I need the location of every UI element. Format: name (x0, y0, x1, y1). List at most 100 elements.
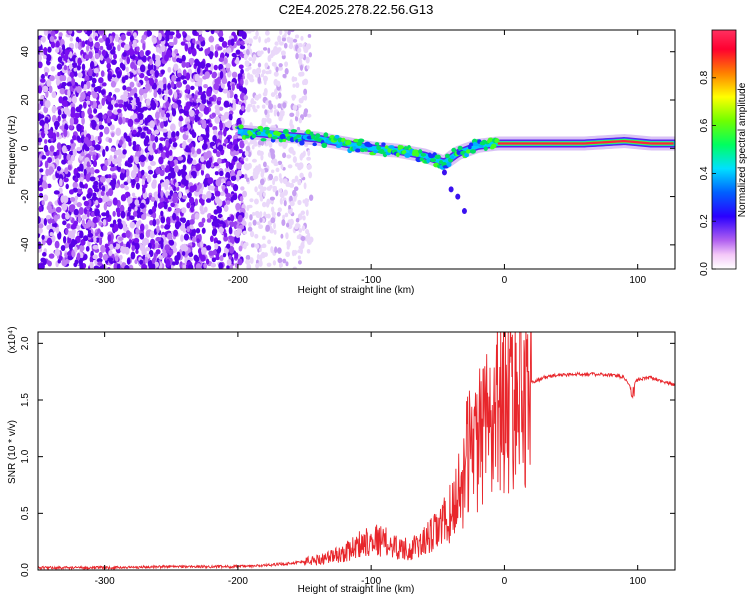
noise-blob (185, 189, 189, 194)
noise-blob (178, 191, 182, 199)
noise-blob (230, 169, 235, 178)
colorbar-tick-label: 0.0 (699, 262, 710, 276)
faint-blob (304, 94, 308, 101)
noise-blob (76, 225, 81, 230)
noise-blob (68, 63, 73, 70)
faint-blob (284, 212, 289, 218)
noise-blob (46, 225, 51, 231)
faint-blob (266, 186, 272, 191)
faint-blob (293, 195, 297, 202)
noise-blob (214, 116, 221, 124)
noise-blob (218, 36, 225, 43)
noise-blob (97, 197, 103, 204)
faint-blob (288, 205, 292, 210)
noise-blob (69, 124, 74, 130)
faint-blob (257, 93, 262, 99)
noise-blob (235, 202, 241, 211)
noise-blob (174, 259, 179, 266)
noise-blob (67, 89, 71, 98)
noise-blob (213, 82, 220, 91)
noise-blob (63, 129, 68, 138)
faint-blob (245, 62, 249, 68)
noise-blob (93, 180, 99, 186)
noise-blob (106, 177, 111, 184)
noise-blob (160, 44, 166, 53)
faint-blob (273, 229, 277, 235)
faint-blob (308, 194, 314, 201)
faint-blob (300, 235, 306, 242)
faint-blob (262, 91, 268, 97)
noise-blob (71, 78, 76, 86)
noise-blob (118, 139, 123, 146)
noise-blob (121, 63, 126, 71)
noise-blob (182, 54, 186, 62)
signal-blob (469, 149, 476, 154)
noise-blob (158, 156, 164, 165)
noise-blob (201, 227, 206, 234)
noise-blob (188, 252, 194, 258)
noise-blob (101, 97, 106, 107)
noise-blob (92, 77, 97, 84)
noise-blob (157, 192, 162, 199)
noise-blob (59, 178, 63, 187)
noise-blob (73, 208, 79, 216)
noise-blob (62, 235, 67, 244)
faint-blob (269, 228, 275, 234)
noise-blob (86, 161, 90, 168)
noise-blob (212, 125, 218, 131)
noise-blob (167, 195, 172, 200)
faint-blob (254, 210, 260, 217)
noise-blob (98, 221, 103, 226)
faint-blob (250, 243, 255, 248)
noise-blob (119, 254, 123, 261)
noise-blob (69, 51, 73, 59)
noise-blob (132, 39, 137, 45)
noise-blob (191, 146, 195, 155)
noise-blob (149, 230, 156, 239)
noise-blob (226, 180, 232, 186)
noise-blob (92, 244, 99, 250)
spectrogram-x-ticks: -300 -200 -100 0 100 (95, 30, 646, 286)
noise-blob (232, 102, 237, 111)
noise-blob (46, 260, 51, 265)
noise-blob (209, 235, 214, 243)
noise-blob (81, 219, 85, 227)
faint-blob (252, 108, 258, 113)
noise-blob (237, 100, 243, 106)
faint-blob (246, 177, 250, 182)
noise-blob (63, 177, 69, 183)
noise-blob (39, 168, 44, 173)
noise-blob (117, 218, 122, 224)
noise-blob (68, 243, 73, 251)
noise-blob (171, 108, 177, 117)
noise-blob (196, 44, 200, 50)
noise-blob (134, 242, 140, 251)
faint-blob (294, 34, 300, 39)
noise-blob (173, 165, 179, 173)
signal-blob (376, 145, 381, 151)
noise-blob (237, 169, 242, 177)
noise-blob (234, 143, 239, 152)
noise-blob (205, 160, 212, 169)
faint-blob (275, 66, 279, 73)
snr-panel: -300 -200 -100 0 100 0.0 0.5 1.0 1.5 2.0 Height … (7, 326, 676, 595)
faint-blob (246, 263, 252, 269)
noise-blob (57, 72, 61, 77)
noise-blob (230, 214, 235, 222)
noise-blob (203, 152, 209, 160)
noise-blob (116, 71, 122, 79)
noise-blob (201, 217, 206, 224)
faint-blob (297, 179, 302, 186)
faint-blob (258, 36, 261, 43)
noise-blob (206, 190, 212, 200)
noise-blob (107, 73, 112, 81)
noise-blob (146, 30, 153, 37)
noise-blob (118, 111, 123, 119)
noise-blob (227, 119, 232, 127)
snr-x-tick-label: 0 (502, 576, 508, 587)
noise-blob (196, 238, 200, 244)
noise-blob (169, 149, 173, 156)
noise-blob (139, 223, 145, 232)
noise-blob (240, 40, 246, 46)
